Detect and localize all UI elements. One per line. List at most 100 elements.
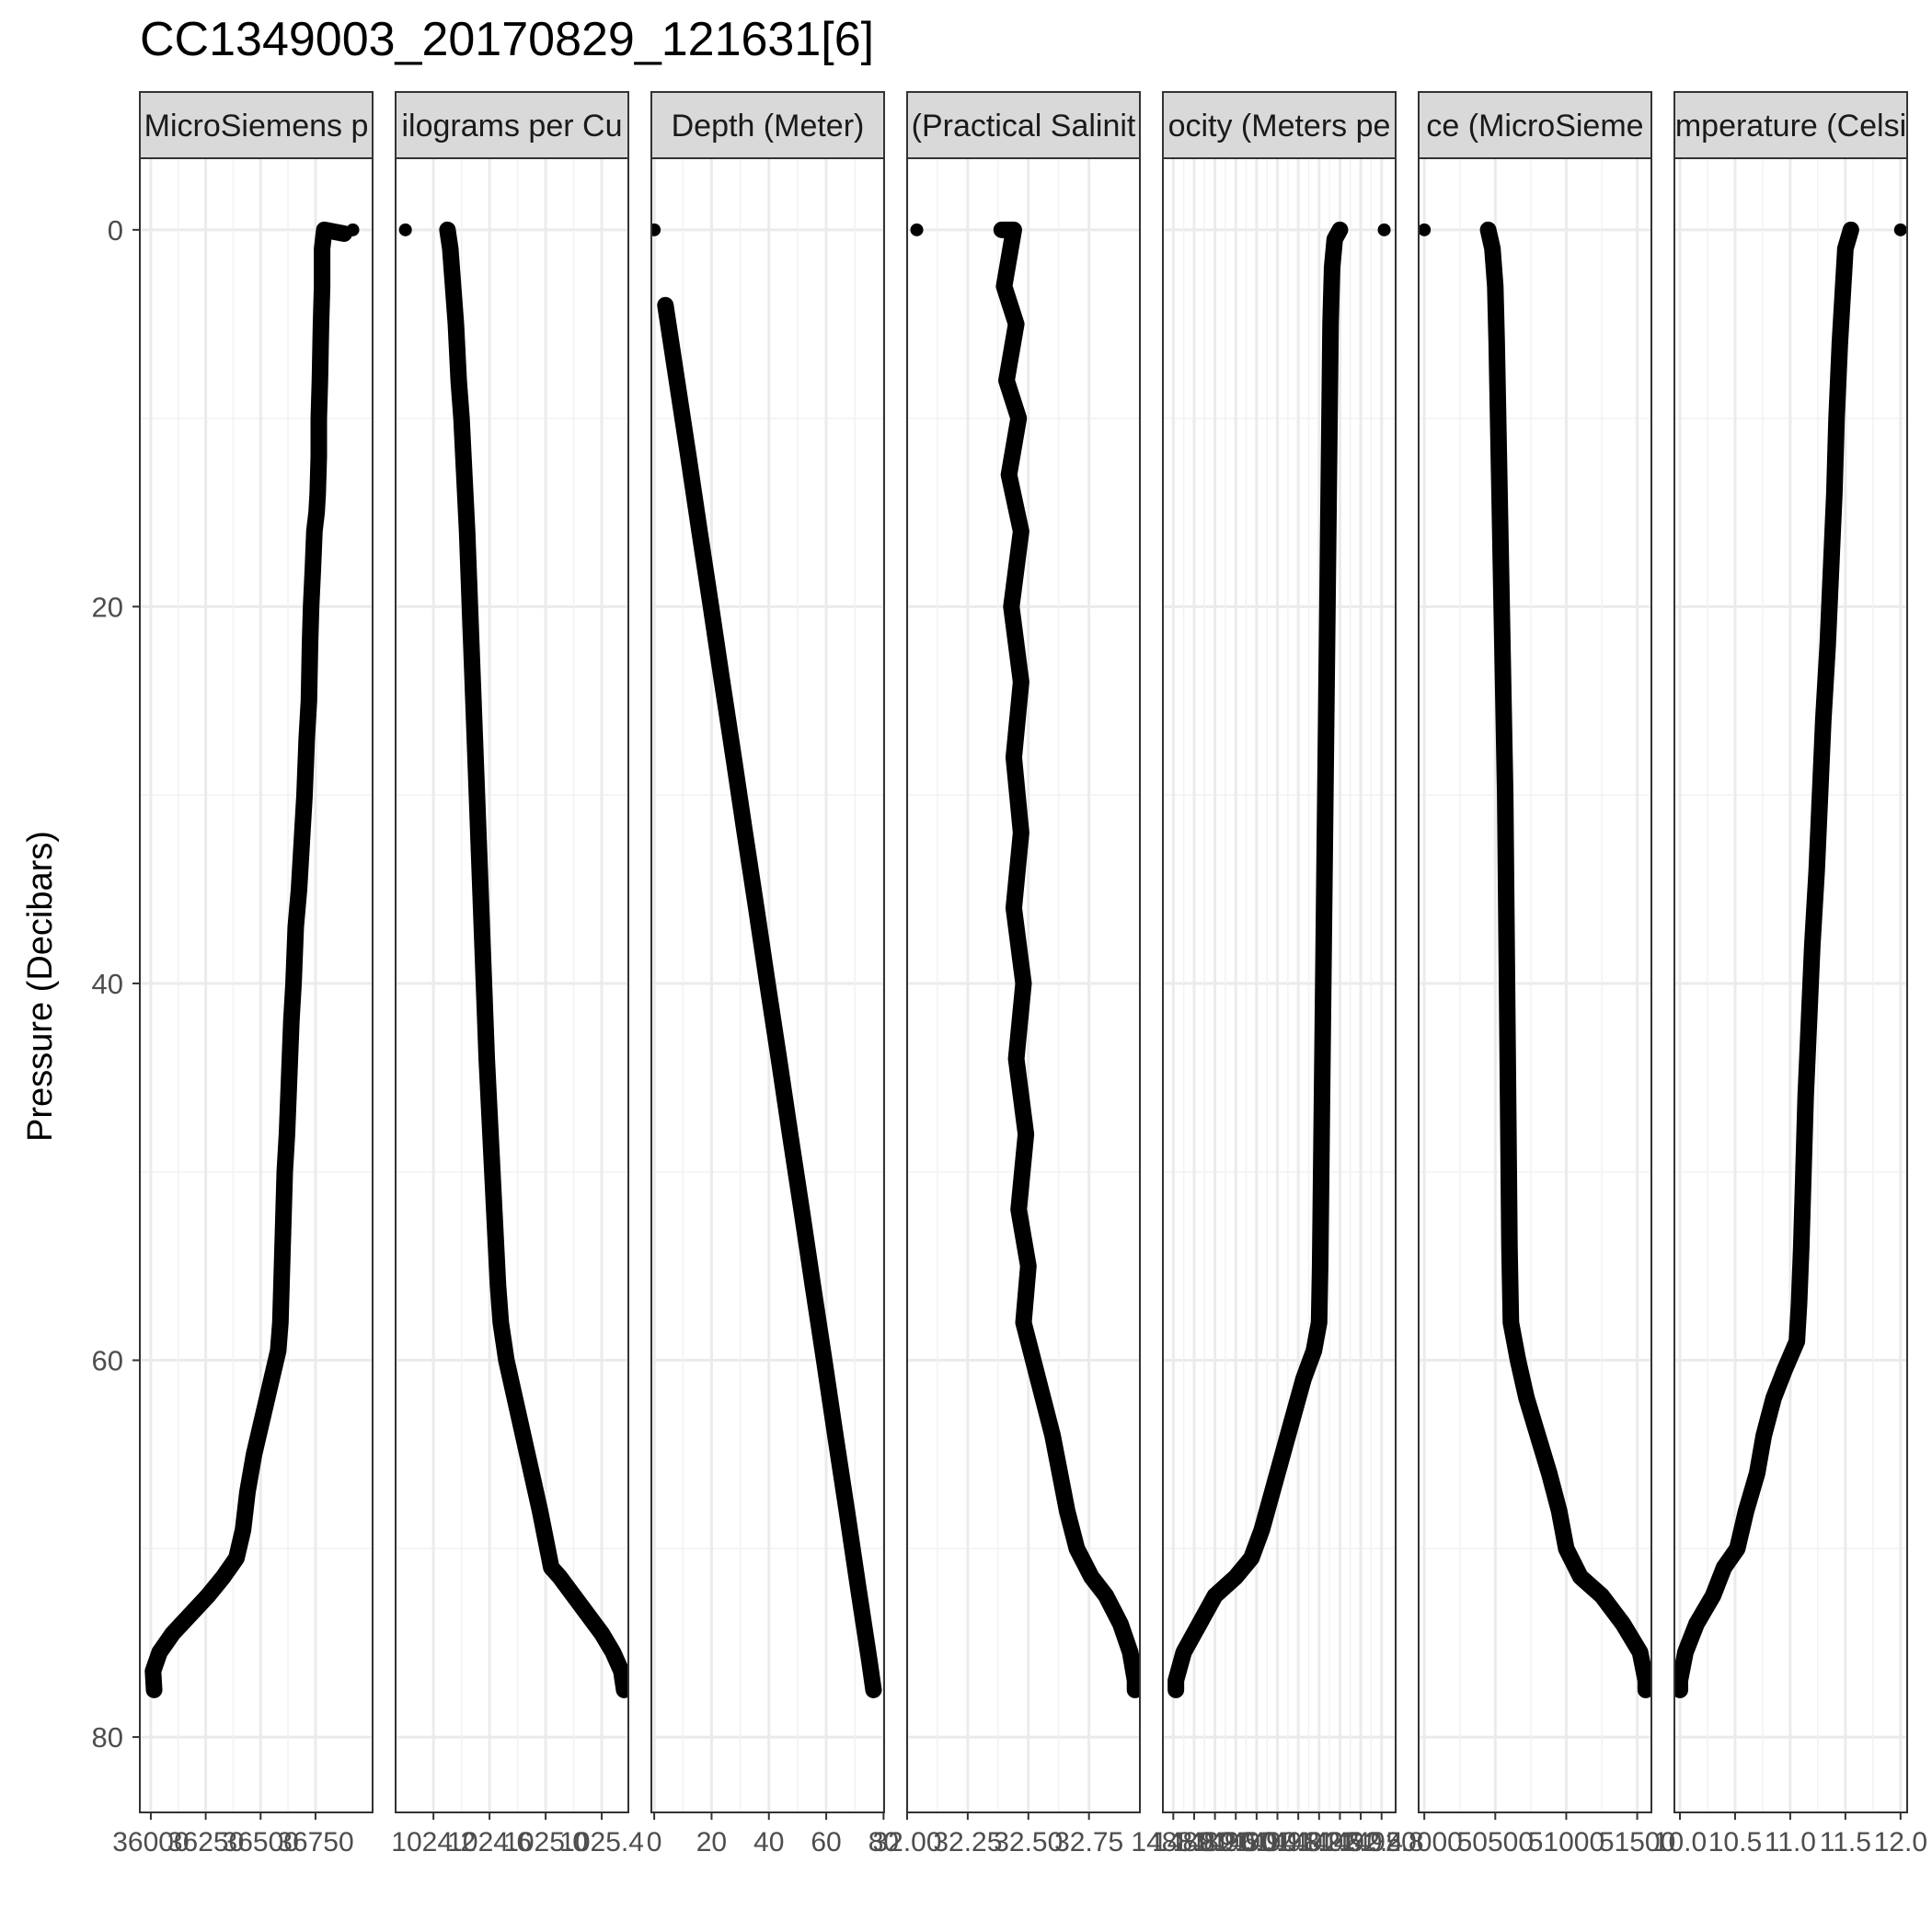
plot-background bbox=[1163, 158, 1396, 1812]
data-point bbox=[293, 882, 306, 896]
data-point bbox=[851, 1580, 865, 1593]
data-point bbox=[254, 1420, 268, 1433]
data-point bbox=[153, 1645, 167, 1659]
data-point bbox=[1501, 1014, 1514, 1028]
data-point bbox=[1323, 411, 1337, 425]
data-point bbox=[867, 1683, 880, 1696]
x-tick-label: 32.25 bbox=[933, 1827, 1002, 1857]
facet-strip-label: ce (MicroSieme bbox=[1426, 109, 1643, 144]
data-point bbox=[483, 1109, 497, 1122]
chart-title: CC1349003_20170829_121631[6] bbox=[140, 13, 874, 66]
data-point bbox=[303, 638, 316, 651]
data-point bbox=[1520, 1391, 1534, 1405]
x-tick-label: 36000 bbox=[112, 1827, 189, 1857]
data-point bbox=[468, 751, 482, 765]
facet-strip bbox=[1162, 91, 1397, 159]
panel-border bbox=[1162, 157, 1397, 1813]
data-point bbox=[1276, 1447, 1290, 1461]
data-point bbox=[1836, 280, 1850, 293]
data-profile-line bbox=[439, 221, 628, 1698]
data-point bbox=[443, 242, 457, 256]
data-point bbox=[1333, 223, 1347, 236]
data-point bbox=[1674, 1683, 1686, 1696]
y-tick-label: 40 bbox=[92, 968, 123, 1000]
plot-background bbox=[140, 158, 373, 1812]
facet-strip bbox=[395, 91, 629, 159]
x-tick-label: 40 bbox=[753, 1827, 784, 1857]
panel-border bbox=[1418, 157, 1652, 1813]
data-point bbox=[1286, 1409, 1300, 1423]
data-point bbox=[1497, 713, 1511, 727]
data-point bbox=[1014, 826, 1028, 840]
data-point bbox=[1595, 1589, 1609, 1603]
data-point bbox=[1492, 487, 1506, 500]
data-point bbox=[1006, 751, 1020, 765]
data-point bbox=[471, 826, 485, 840]
data-point bbox=[486, 1165, 500, 1179]
data-point bbox=[1060, 1504, 1074, 1518]
data-point bbox=[595, 1627, 609, 1640]
x-tick-label: 36250 bbox=[167, 1827, 244, 1857]
data-point bbox=[183, 1607, 197, 1621]
data-point bbox=[1731, 1542, 1744, 1556]
data-profile-line bbox=[657, 296, 882, 1698]
data-point bbox=[1500, 938, 1513, 952]
data-point bbox=[240, 1485, 254, 1499]
y-tick-label: 0 bbox=[108, 214, 123, 247]
data-point bbox=[312, 449, 326, 463]
data-point bbox=[1265, 1485, 1279, 1499]
data-point bbox=[1012, 411, 1026, 425]
data-point bbox=[1504, 1316, 1518, 1329]
data-point bbox=[1678, 1645, 1692, 1659]
data-point bbox=[316, 242, 329, 256]
data-point bbox=[310, 505, 324, 519]
y-axis-label: Pressure (Decibars) bbox=[21, 831, 60, 1142]
data-point bbox=[1805, 938, 1819, 952]
plot-background bbox=[1419, 158, 1651, 1812]
data-profile-line bbox=[1167, 221, 1349, 1698]
x-tick-label: 32.50 bbox=[994, 1827, 1063, 1857]
data-point bbox=[840, 1504, 854, 1518]
data-point bbox=[480, 1052, 494, 1065]
data-point bbox=[1501, 1165, 1515, 1179]
data-point bbox=[997, 280, 1011, 293]
data-point bbox=[1113, 1617, 1127, 1631]
data-point bbox=[1009, 317, 1023, 331]
data-point bbox=[1313, 1259, 1327, 1273]
data-point bbox=[274, 1278, 288, 1292]
data-point bbox=[1036, 1391, 1050, 1405]
data-point bbox=[1419, 223, 1432, 236]
facet-strip-label: mperature (Celsi bbox=[1675, 109, 1906, 144]
data-point bbox=[466, 675, 479, 689]
data-point bbox=[271, 1344, 285, 1358]
data-point bbox=[1009, 1052, 1023, 1065]
data-point bbox=[1827, 487, 1841, 500]
data-point bbox=[1559, 1542, 1573, 1556]
data-point bbox=[247, 1447, 261, 1461]
data-point bbox=[454, 411, 468, 425]
facet-strip-label: (Practical Salinit bbox=[912, 109, 1136, 144]
data-point bbox=[524, 1466, 538, 1480]
x-tick-label: 1490.4 bbox=[1214, 1827, 1299, 1857]
data-point bbox=[761, 976, 775, 990]
x-tick-label: 80 bbox=[868, 1827, 899, 1857]
data-point bbox=[1502, 1240, 1516, 1254]
facet-strip-label: Depth (Meter) bbox=[672, 109, 865, 144]
data-point bbox=[553, 1570, 567, 1584]
data-point bbox=[1321, 505, 1335, 519]
data-point bbox=[441, 223, 454, 236]
data-point bbox=[1317, 976, 1330, 990]
data-point bbox=[457, 468, 471, 482]
data-point bbox=[615, 1664, 628, 1678]
data-point bbox=[1085, 1570, 1098, 1584]
data-point bbox=[1494, 562, 1508, 576]
data-point bbox=[1317, 882, 1331, 896]
data-point bbox=[1208, 1589, 1222, 1603]
data-point bbox=[1802, 1014, 1816, 1028]
data-point bbox=[715, 675, 729, 689]
plot-background bbox=[396, 158, 628, 1812]
data-point bbox=[278, 1165, 292, 1179]
data-point bbox=[670, 374, 684, 387]
